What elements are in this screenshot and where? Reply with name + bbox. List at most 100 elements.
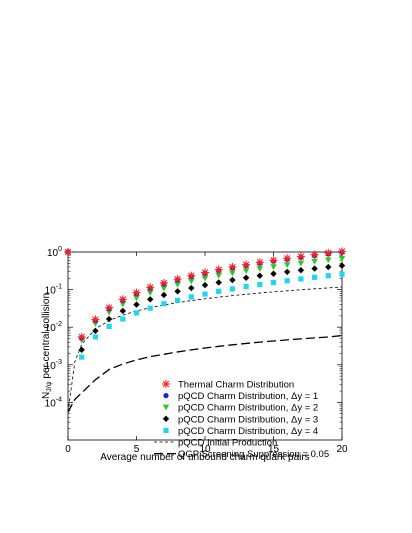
asterisk-stroke	[105, 304, 113, 311]
asterisk-stroke	[78, 333, 85, 341]
data-point-series-3	[160, 291, 168, 299]
x-tick-label: 0	[65, 444, 71, 455]
data-point-series-0	[228, 262, 237, 271]
legend-label-0: Thermal Charm Distribution	[178, 380, 294, 391]
y-tick-labels: 10-4 10-3 10-2 10-1 100	[45, 246, 62, 409]
legend-marker-2	[162, 404, 170, 411]
data-point-series-3	[119, 307, 126, 315]
data-point-series-2	[160, 285, 168, 292]
asterisk-stroke	[311, 251, 318, 258]
data-point-series-4	[243, 284, 249, 290]
data-point-series-4	[312, 274, 318, 280]
x-tick-label: 15	[268, 444, 280, 455]
asterisk-stroke	[92, 316, 99, 323]
asterisk-stroke	[162, 380, 170, 388]
data-point-series-3	[311, 265, 318, 272]
legend-label-6: QGP Screening Suppression = 0.05	[178, 449, 329, 460]
data-point-series-2	[270, 264, 277, 270]
data-point-series-3	[188, 284, 195, 292]
legend-marker-1	[163, 393, 169, 399]
data-point-series-0	[201, 268, 209, 277]
data-point-series-0	[324, 249, 333, 258]
data-point-series-2	[119, 301, 126, 308]
data-point-series-0	[283, 254, 292, 263]
legend-label-5: pQCD Initial Production	[178, 438, 277, 449]
data-point-series-2	[229, 270, 236, 277]
data-point-series-4	[133, 310, 140, 316]
data-point-series-2	[311, 258, 318, 265]
data-point-series-4	[161, 301, 167, 307]
data-point-series-0	[91, 315, 100, 324]
data-point-series-4	[147, 305, 153, 311]
y-tick-label: 10-4	[45, 396, 62, 409]
data-point-series-0	[242, 260, 251, 269]
data-point-series-3	[133, 301, 140, 308]
marker-layer	[64, 247, 346, 360]
data-point-series-4	[92, 334, 98, 340]
y-tick-label: 10-1	[45, 284, 62, 297]
data-point-series-4	[120, 316, 126, 322]
data-point-series-3	[105, 315, 113, 323]
curve-layer	[67, 286, 343, 413]
y-axis-label: NJ/ψ per central collision	[41, 293, 53, 399]
data-point-series-0	[105, 303, 114, 312]
data-point-series-0	[159, 278, 168, 287]
x-tick-labels: 0 5 10 15 20	[65, 444, 348, 455]
data-point-series-2	[338, 255, 346, 262]
data-point-series-0	[310, 250, 319, 259]
data-point-series-0	[64, 248, 72, 256]
data-point-series-3	[242, 274, 250, 281]
data-point-series-0	[146, 283, 155, 292]
data-point-series-2	[147, 290, 154, 296]
data-point-series-4	[257, 281, 263, 288]
data-point-series-3	[338, 262, 346, 269]
asterisk-stroke	[160, 279, 168, 287]
data-point-series-4	[229, 286, 235, 292]
data-point-series-2	[284, 262, 291, 269]
asterisk-stroke	[119, 296, 127, 303]
legend-label-1: pQCD Charm Distribution, Δy = 1	[178, 391, 318, 402]
data-point-series-3	[325, 263, 332, 271]
y-tick-label: 10-2	[45, 321, 62, 334]
data-point-series-0	[296, 252, 305, 261]
data-point-series-4	[325, 273, 331, 279]
asterisk-stroke	[201, 269, 209, 276]
data-point-series-2	[133, 295, 140, 302]
asterisk-stroke	[297, 253, 305, 260]
y-axis-label-sub: J/ψ	[46, 381, 53, 391]
data-point-series-2	[215, 273, 222, 279]
data-point-series-3	[297, 267, 305, 274]
data-point-series-0	[118, 295, 127, 304]
data-point-series-0	[77, 332, 86, 341]
data-point-series-4	[175, 297, 181, 303]
asterisk-stroke	[242, 261, 250, 268]
data-point-series-4	[339, 271, 345, 277]
data-point-series-3	[147, 296, 154, 303]
data-point-series-0	[338, 247, 346, 256]
data-point-series-4	[284, 278, 290, 284]
y-tick-label: 100	[47, 246, 62, 259]
y-tick-label: 10-3	[45, 359, 62, 372]
asterisk-stroke	[215, 266, 222, 273]
asterisk-stroke	[174, 275, 181, 283]
data-point-series-3	[174, 288, 181, 295]
x-axis-label: Average number of unbound charm quark pa…	[100, 452, 309, 463]
legend-label-2: pQCD Charm Distribution, Δy = 2	[178, 403, 318, 414]
legend-label-3: pQCD Charm Distribution, Δy = 3	[178, 414, 318, 425]
data-point-series-3	[201, 281, 209, 289]
data-point-series-3	[256, 272, 263, 279]
data-point-series-0	[173, 275, 182, 284]
asterisk-stroke	[338, 248, 346, 255]
data-point-series-0	[132, 288, 141, 297]
asterisk-stroke	[188, 272, 195, 279]
data-point-series-2	[188, 278, 195, 285]
x-tick-label: 5	[134, 444, 140, 455]
y-axis-label-main: N	[41, 392, 52, 399]
data-point-series-3	[284, 268, 291, 276]
asterisk-stroke	[64, 248, 72, 256]
data-point-series-0	[187, 271, 196, 280]
asterisk-stroke	[256, 259, 264, 266]
data-point-series-3	[270, 270, 277, 277]
